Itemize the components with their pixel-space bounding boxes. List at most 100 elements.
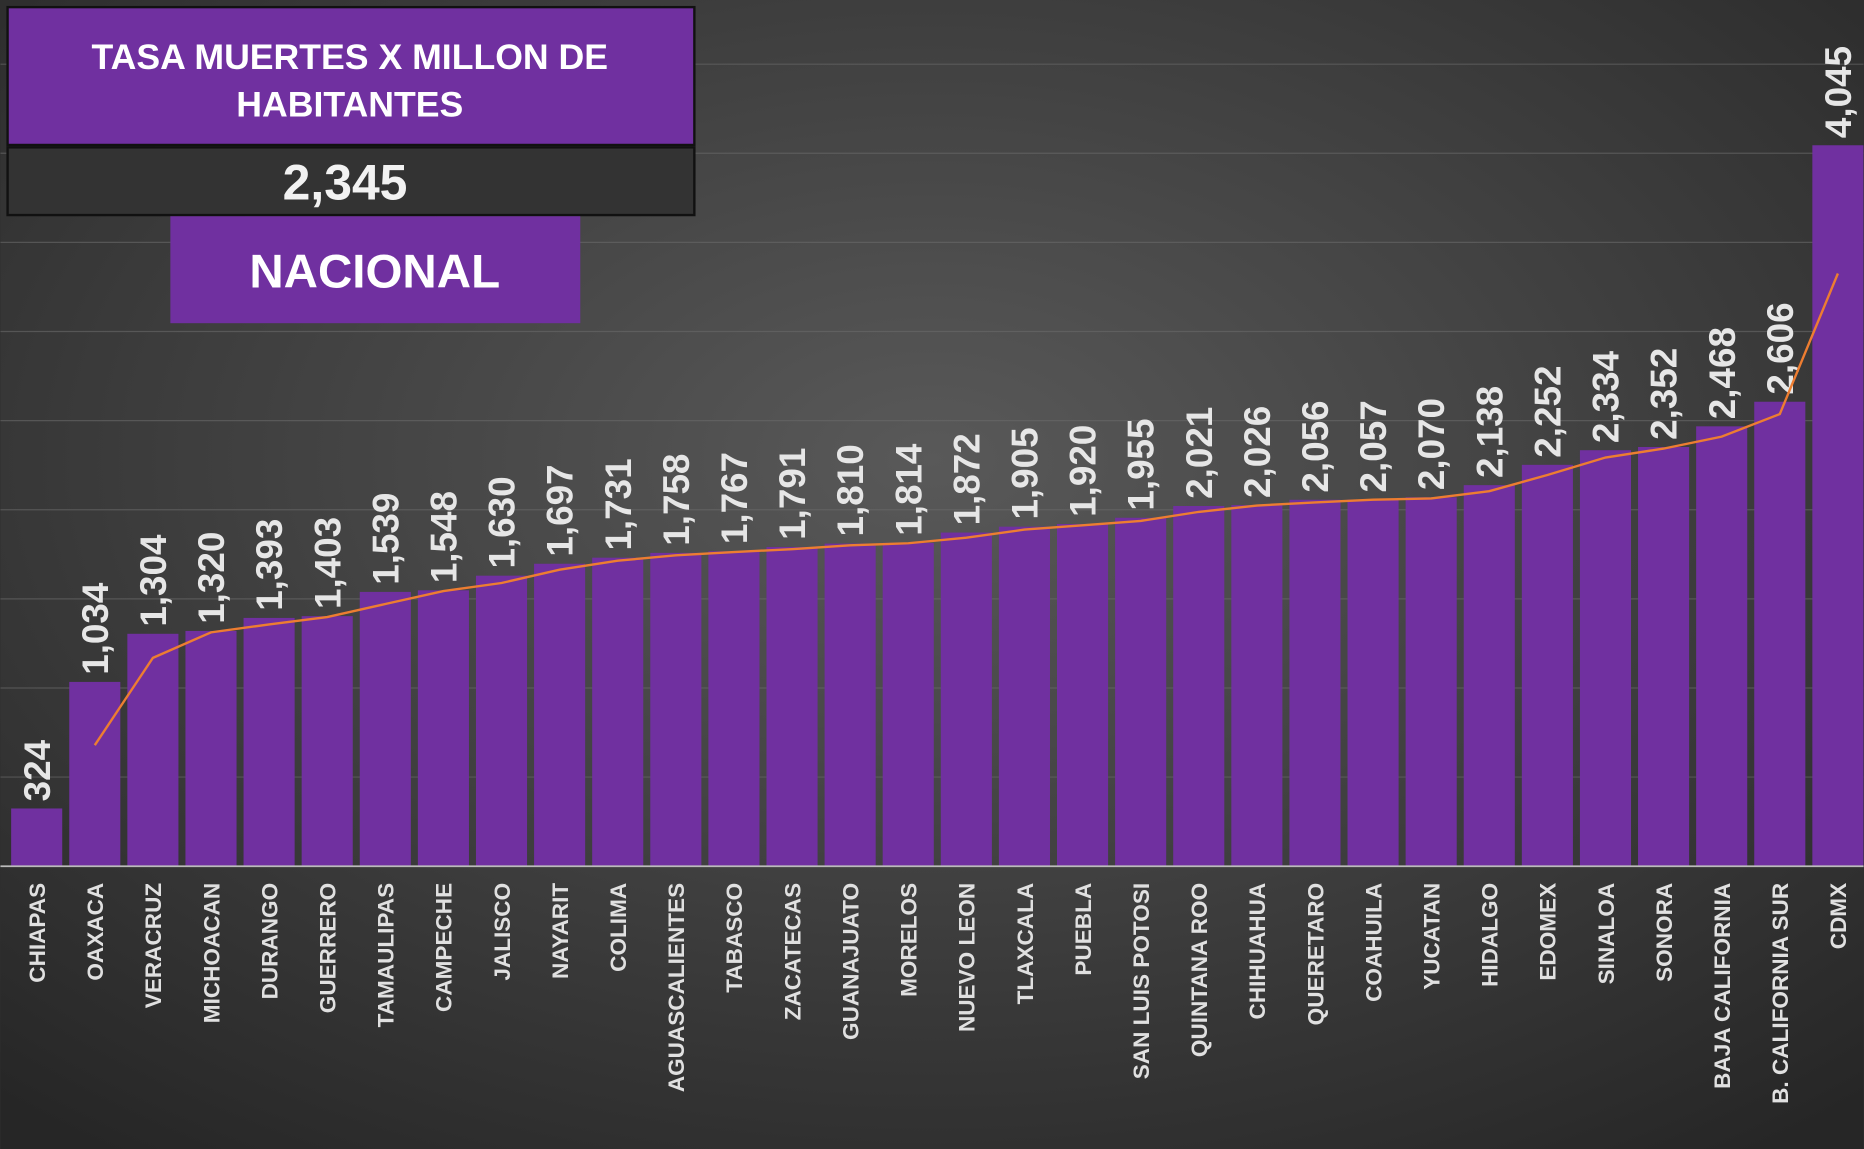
bar (650, 552, 702, 867)
bar (1056, 524, 1109, 867)
x-tick-label: AGUASCALIENTES (664, 883, 689, 1092)
bar (766, 546, 818, 867)
bar (1754, 401, 1806, 867)
bar (1173, 505, 1225, 867)
bar (1231, 505, 1283, 867)
value-label: 1,872 (946, 433, 987, 525)
national-value: 2,345 (283, 155, 408, 211)
x-tick-label: CHIHUAHUA (1245, 883, 1270, 1020)
x-tick-label: SAN LUIS POTOSI (1129, 883, 1154, 1079)
value-label: 1,539 (365, 493, 406, 585)
value-label: 1,034 (75, 582, 116, 675)
x-tick-label: TAMAULIPAS (374, 883, 399, 1028)
value-label: 2,352 (1644, 348, 1685, 440)
x-tick-label: PUEBLA (1071, 883, 1096, 976)
bar (882, 542, 934, 867)
value-label: 1,767 (714, 452, 755, 544)
x-tick-label: ZACATECAS (780, 883, 805, 1020)
value-label: 1,320 (191, 532, 232, 624)
bar (127, 633, 179, 867)
x-tick-label: B. CALIFORNIA SUR (1768, 883, 1793, 1104)
national-value-box (6, 146, 696, 217)
national-label: NACIONAL (249, 246, 500, 299)
bar (998, 526, 1050, 867)
value-label: 1,814 (888, 443, 929, 536)
bar (708, 551, 760, 867)
value-label: 2,070 (1411, 398, 1452, 490)
value-label: 1,393 (249, 519, 290, 611)
plot-area: 324 CHIAPAS 1,034 OAXACA 1,304 VERACRUZ 1,320 M… (0, 46, 1864, 1104)
x-tick-label: TABASCO (722, 883, 747, 993)
x-tick-label: NUEVO LEON (955, 883, 980, 1032)
bar (301, 616, 353, 867)
x-tick-label: SONORA (1652, 883, 1677, 982)
x-tick-label: EDOMEX (1536, 883, 1561, 981)
x-tick-label: VERACRUZ (141, 883, 166, 1009)
bar (1638, 447, 1690, 867)
value-label: 2,021 (1179, 407, 1220, 499)
x-tick-label: QUINTANA ROO (1187, 883, 1212, 1057)
x-tick-label: CAMPECHE (432, 883, 457, 1012)
bar (243, 617, 295, 867)
bar (1289, 499, 1341, 867)
bar (1812, 145, 1864, 867)
value-label: 324 (17, 739, 58, 801)
x-tick-label: DURANGO (257, 883, 282, 1000)
bar (11, 808, 63, 867)
x-tick-label: YUCATAN (1419, 883, 1444, 990)
bar (1521, 464, 1573, 867)
x-tick-label: SINALOA (1594, 883, 1619, 985)
bar (592, 557, 644, 867)
bar (1463, 485, 1515, 867)
x-tick-label: GUERRERO (316, 883, 341, 1013)
value-label: 1,697 (540, 464, 581, 556)
x-tick-label: MORELOS (897, 883, 922, 997)
value-label: 1,791 (772, 448, 813, 540)
value-label: 2,468 (1702, 327, 1743, 419)
value-label: 1,731 (598, 458, 639, 550)
x-tick-label: MICHOACAN (199, 883, 224, 1023)
bar (359, 591, 411, 867)
bar (824, 543, 876, 867)
bar (1405, 497, 1457, 867)
bar (417, 590, 469, 867)
x-tick-label: TLAXCALA (1013, 883, 1038, 1005)
value-label: 1,955 (1121, 418, 1162, 510)
title-box (6, 5, 696, 147)
value-label: 1,758 (656, 454, 697, 546)
bar (940, 532, 992, 867)
value-label: 1,548 (423, 491, 464, 583)
value-label: 2,026 (1237, 406, 1278, 498)
x-tick-label: GUANAJUATO (838, 883, 863, 1040)
bar (1696, 426, 1748, 867)
bar (534, 563, 586, 867)
value-label: 1,920 (1063, 425, 1104, 517)
bar (475, 575, 528, 867)
x-tick-label: NAYARIT (548, 883, 573, 979)
chart-title-line: TASA MUERTES X MILLON DE (91, 37, 608, 77)
x-tick-label: HIDALGO (1478, 883, 1503, 987)
x-tick-label: CDMX (1826, 883, 1851, 949)
value-label: 2,138 (1469, 386, 1510, 478)
x-tick-label: COLIMA (606, 883, 631, 972)
bar (1115, 517, 1167, 867)
x-tick-label: CHIAPAS (25, 883, 50, 983)
value-label: 1,905 (1005, 427, 1046, 519)
value-label: 4,045 (1818, 46, 1859, 138)
chart-title-line: HABITANTES (236, 84, 463, 124)
x-tick-label: BAJA CALIFORNIA (1710, 883, 1735, 1089)
bar (1347, 499, 1399, 867)
value-label: 1,630 (482, 476, 523, 568)
national-label-box (170, 216, 581, 324)
bar (185, 630, 237, 867)
value-label: 2,252 (1527, 366, 1568, 458)
bar (69, 681, 121, 867)
x-tick-label: JALISCO (490, 883, 515, 981)
x-tick-label: COAHUILA (1361, 883, 1386, 1002)
trend-line (93, 273, 1839, 746)
value-label: 1,810 (830, 444, 871, 536)
value-label: 1,304 (133, 534, 174, 627)
value-label: 2,334 (1586, 350, 1627, 443)
x-tick-label: OAXACA (83, 883, 108, 981)
bar (1579, 450, 1632, 867)
